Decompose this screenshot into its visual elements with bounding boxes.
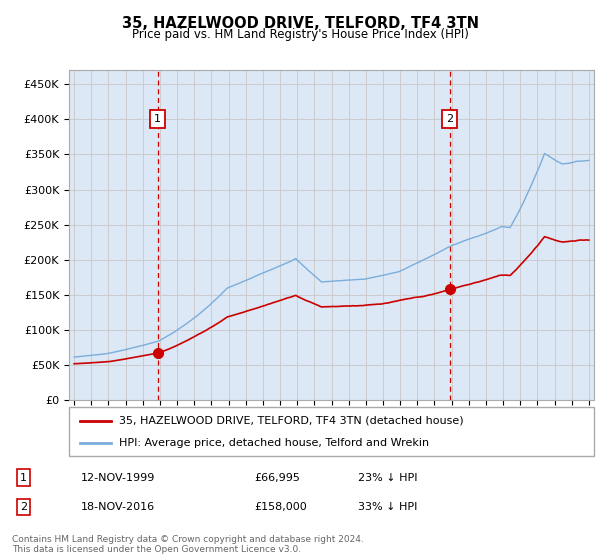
Text: HPI: Average price, detached house, Telford and Wrekin: HPI: Average price, detached house, Telf… <box>119 437 429 447</box>
Text: 23% ↓ HPI: 23% ↓ HPI <box>358 473 417 483</box>
Text: 33% ↓ HPI: 33% ↓ HPI <box>358 502 417 512</box>
Text: 18-NOV-2016: 18-NOV-2016 <box>81 502 155 512</box>
Text: Contains HM Land Registry data © Crown copyright and database right 2024.
This d: Contains HM Land Registry data © Crown c… <box>12 535 364 554</box>
Text: Price paid vs. HM Land Registry's House Price Index (HPI): Price paid vs. HM Land Registry's House … <box>131 28 469 41</box>
Text: 35, HAZELWOOD DRIVE, TELFORD, TF4 3TN: 35, HAZELWOOD DRIVE, TELFORD, TF4 3TN <box>121 16 479 31</box>
Text: 2: 2 <box>20 502 27 512</box>
Text: £66,995: £66,995 <box>254 473 300 483</box>
Text: 12-NOV-1999: 12-NOV-1999 <box>81 473 155 483</box>
FancyBboxPatch shape <box>69 407 594 456</box>
Text: 2: 2 <box>446 114 453 124</box>
Text: 35, HAZELWOOD DRIVE, TELFORD, TF4 3TN (detached house): 35, HAZELWOOD DRIVE, TELFORD, TF4 3TN (d… <box>119 416 464 426</box>
Text: 1: 1 <box>20 473 27 483</box>
Text: £158,000: £158,000 <box>254 502 307 512</box>
Text: 1: 1 <box>154 114 161 124</box>
